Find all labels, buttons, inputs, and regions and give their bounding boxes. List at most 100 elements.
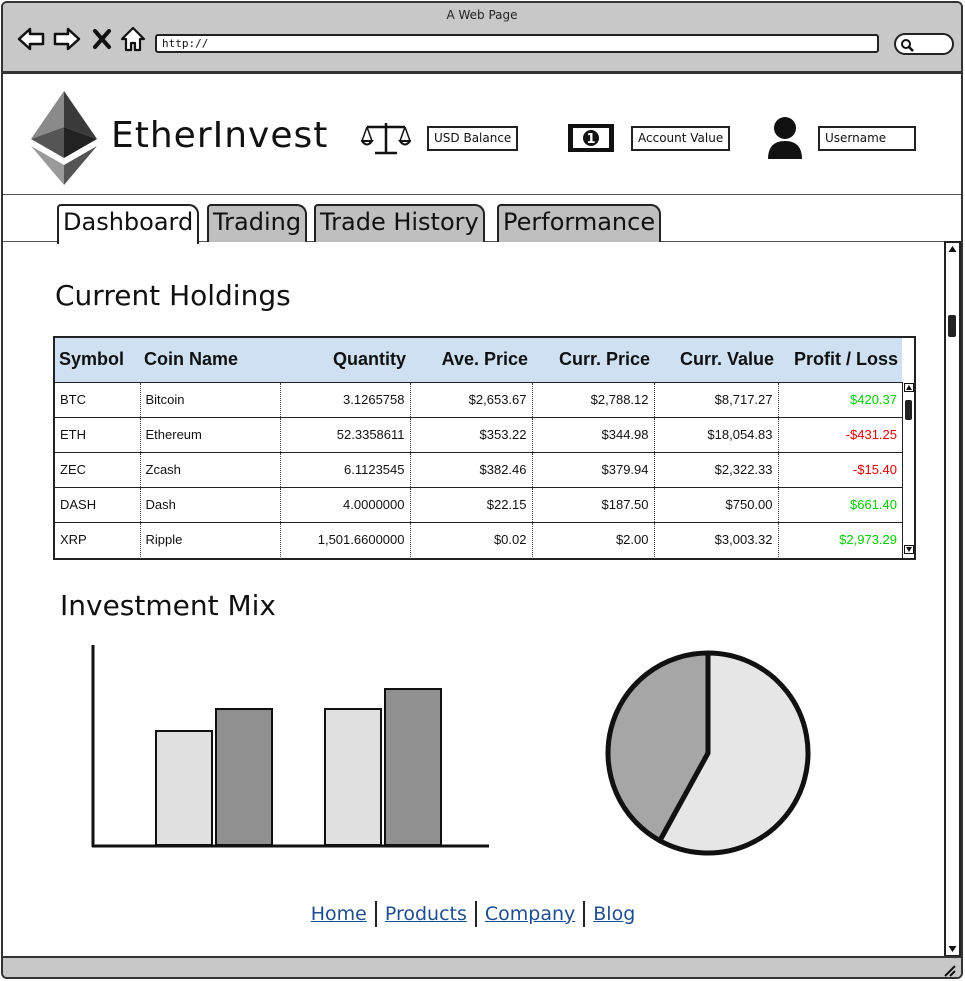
- cell-coin-name: Zcash: [140, 451, 281, 487]
- page-scroll-thumb[interactable]: [948, 315, 956, 337]
- brand-name: EtherInvest: [111, 115, 329, 156]
- cell-coin-name: Dash: [140, 486, 281, 522]
- cell-curr-value: $750.00: [654, 486, 779, 522]
- cell-curr-price: $344.98: [532, 416, 655, 452]
- footer-divider: [583, 901, 586, 927]
- tab-trading[interactable]: Trading: [207, 204, 308, 242]
- window-title: A Web Page: [446, 8, 518, 22]
- cell-coin-name: Ethereum: [140, 416, 281, 452]
- column-header-symbol[interactable]: Symbol: [55, 338, 140, 382]
- cell-ave-price: $2,653.67: [410, 381, 533, 417]
- cell-curr-price: $187.50: [532, 486, 655, 522]
- holdings-table: Symbol Coin Name Quantity Ave. Price Cur…: [55, 338, 902, 557]
- arrow-right-icon[interactable]: [53, 25, 81, 53]
- bar-group-1-series-1: [155, 730, 213, 846]
- cell-curr-value: $2,322.33: [654, 451, 779, 487]
- close-icon[interactable]: [91, 25, 113, 53]
- table-row[interactable]: ETH Ethereum 52.3358611 $353.22 $344.98 …: [55, 416, 902, 452]
- investment-pie-chart: [605, 650, 811, 856]
- cell-quantity: 3.1265758: [280, 381, 411, 417]
- address-bar[interactable]: http://: [155, 34, 879, 53]
- cell-ave-price: $382.46: [410, 451, 533, 487]
- cell-quantity: 6.1123545: [280, 451, 411, 487]
- footer-link-blog[interactable]: Blog: [593, 902, 636, 925]
- pie-slice-2: [605, 650, 711, 844]
- cell-quantity: 4.0000000: [280, 486, 411, 522]
- cell-curr-value: $18,054.83: [654, 416, 779, 452]
- column-header-curr-price[interactable]: Curr. Price: [532, 338, 654, 382]
- footer-divider: [474, 901, 477, 927]
- investment-mix-title: Investment Mix: [60, 589, 277, 622]
- cell-curr-value: $8,717.27: [654, 381, 779, 417]
- cell-ave-price: $22.15: [410, 486, 533, 522]
- cell-profit-loss: $661.40: [778, 486, 902, 522]
- usd-balance-box: USD Balance: [427, 126, 519, 151]
- table-row[interactable]: DASH Dash 4.0000000 $22.15 $187.50 $750.…: [55, 486, 902, 522]
- table-scrollbar[interactable]: [902, 382, 914, 558]
- tab-trade-history[interactable]: Trade History: [314, 204, 485, 242]
- cell-coin-name: Ripple: [140, 521, 281, 557]
- cell-symbol: DASH: [55, 486, 141, 522]
- cell-curr-price: $379.94: [532, 451, 655, 487]
- resize-grip-icon[interactable]: [941, 962, 957, 978]
- site-header: EtherInvest USD Balance 1 Account Value …: [3, 77, 961, 195]
- table-scroll-thumb[interactable]: [905, 400, 912, 420]
- tab-performance[interactable]: Performance: [497, 204, 662, 242]
- cell-coin-name: Bitcoin: [140, 381, 281, 417]
- pie-slice-1: [657, 650, 811, 856]
- current-holdings-title: Current Holdings: [55, 279, 291, 312]
- cell-symbol: BTC: [55, 381, 141, 417]
- cell-quantity: 52.3358611: [280, 416, 411, 452]
- cell-curr-price: $2,788.12: [532, 381, 655, 417]
- status-bar: [3, 956, 961, 978]
- cell-curr-value: $3,003.32: [654, 521, 779, 557]
- cell-quantity: 1,501.6600000: [280, 521, 411, 557]
- column-header-profit-loss[interactable]: Profit / Loss: [778, 338, 902, 382]
- scroll-down-icon[interactable]: [904, 545, 914, 554]
- footer-divider: [374, 901, 377, 927]
- scroll-down-icon[interactable]: [947, 944, 958, 954]
- footer-link-home[interactable]: Home: [310, 902, 367, 925]
- scale-icon: [361, 123, 411, 155]
- username-box[interactable]: Username: [818, 126, 916, 151]
- column-header-coin-name[interactable]: Coin Name: [140, 338, 280, 382]
- tab-dashboard[interactable]: Dashboard: [57, 204, 200, 244]
- cell-curr-price: $2.00: [532, 521, 655, 557]
- footer-link-products[interactable]: Products: [384, 902, 467, 925]
- cell-profit-loss: -$431.25: [778, 416, 902, 452]
- cell-profit-loss: $2,973.29: [778, 521, 902, 557]
- user-icon: [768, 117, 802, 159]
- search-icon: [901, 39, 914, 52]
- cell-profit-loss: $420.37: [778, 381, 902, 417]
- arrow-left-icon[interactable]: [17, 25, 45, 53]
- table-row[interactable]: XRP Ripple 1,501.6600000 $0.02 $2.00 $3,…: [55, 521, 902, 557]
- investment-bar-chart: [91, 645, 489, 848]
- scroll-up-icon[interactable]: [947, 244, 958, 254]
- table-row[interactable]: ZEC Zcash 6.1123545 $382.46 $379.94 $2,3…: [55, 451, 902, 487]
- main-tab-bar: Dashboard Trading Trade History Performa…: [3, 196, 961, 244]
- cell-ave-price: $0.02: [410, 521, 533, 557]
- cell-ave-price: $353.22: [410, 416, 533, 452]
- cell-profit-loss: -$15.40: [778, 451, 902, 487]
- account-value-box: Account Value: [631, 126, 731, 151]
- column-header-ave-price[interactable]: Ave. Price: [410, 338, 532, 382]
- cell-symbol: XRP: [55, 521, 141, 557]
- bar-group-1-series-2: [215, 708, 273, 846]
- table-row[interactable]: BTC Bitcoin 3.1265758 $2,653.67 $2,788.1…: [55, 381, 902, 417]
- bar-group-2-series-2: [384, 688, 442, 846]
- site-footer: Home Products Company Blog: [3, 901, 943, 927]
- svg-text:1: 1: [586, 132, 595, 147]
- cell-symbol: ETH: [55, 416, 141, 452]
- browser-toolbar: A Web Page http://: [3, 3, 961, 74]
- column-header-curr-value[interactable]: Curr. Value: [654, 338, 778, 382]
- holdings-header-row: Symbol Coin Name Quantity Ave. Price Cur…: [55, 338, 902, 382]
- column-header-quantity[interactable]: Quantity: [280, 338, 410, 382]
- home-icon[interactable]: [119, 25, 147, 53]
- page-scrollbar[interactable]: [944, 241, 961, 957]
- holdings-table-container: Symbol Coin Name Quantity Ave. Price Cur…: [53, 336, 916, 560]
- browser-search-field[interactable]: [894, 33, 954, 55]
- ethereum-logo-icon: [31, 91, 97, 185]
- footer-link-company[interactable]: Company: [484, 902, 576, 925]
- scroll-up-icon[interactable]: [904, 383, 914, 392]
